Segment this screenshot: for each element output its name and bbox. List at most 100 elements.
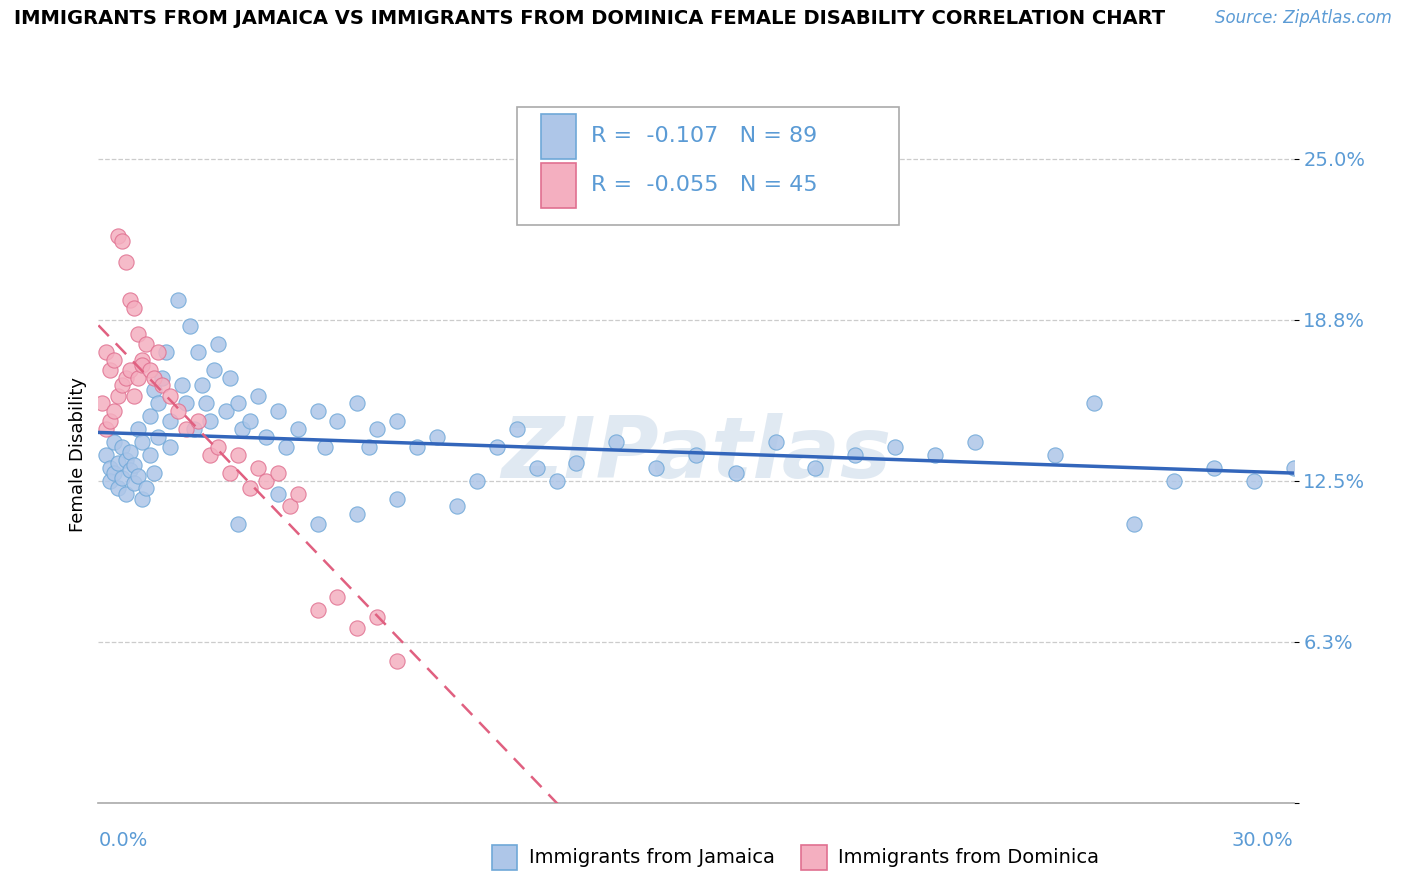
Point xyxy=(143,466,166,480)
Text: Immigrants from Dominica: Immigrants from Dominica xyxy=(838,847,1099,867)
Point xyxy=(131,358,153,372)
Point xyxy=(546,474,568,488)
Point xyxy=(226,396,249,410)
FancyBboxPatch shape xyxy=(540,113,576,159)
Point xyxy=(150,370,173,384)
Point xyxy=(239,414,262,428)
Point xyxy=(884,440,907,454)
Point xyxy=(231,422,253,436)
Point xyxy=(274,440,297,454)
Point xyxy=(107,389,129,403)
Point xyxy=(685,448,707,462)
Point xyxy=(103,466,125,480)
Point xyxy=(267,466,290,480)
Point xyxy=(96,344,118,359)
Point xyxy=(131,435,153,450)
Point xyxy=(246,460,269,475)
Point xyxy=(103,435,125,450)
Text: Source: ZipAtlas.com: Source: ZipAtlas.com xyxy=(1215,9,1392,27)
Point xyxy=(366,422,388,436)
Point xyxy=(191,378,214,392)
Point xyxy=(724,466,747,480)
Point xyxy=(307,602,329,616)
Point xyxy=(148,396,170,410)
Point xyxy=(359,440,381,454)
Text: ZIPatlas: ZIPatlas xyxy=(501,413,891,497)
Point xyxy=(326,590,349,604)
Point xyxy=(98,460,122,475)
Point xyxy=(139,409,162,424)
Text: 0.0%: 0.0% xyxy=(98,830,148,850)
Point xyxy=(346,396,368,410)
Point xyxy=(346,621,368,635)
Point xyxy=(605,435,627,450)
Point xyxy=(98,363,122,377)
Point xyxy=(187,344,209,359)
FancyBboxPatch shape xyxy=(517,107,900,226)
Text: R =  -0.107   N = 89: R = -0.107 N = 89 xyxy=(591,127,817,146)
Point xyxy=(226,448,249,462)
Point xyxy=(91,396,114,410)
Point xyxy=(120,463,142,477)
Point xyxy=(254,474,277,488)
Point xyxy=(155,344,177,359)
Point xyxy=(366,610,388,624)
Point xyxy=(804,460,827,475)
Point xyxy=(98,414,122,428)
Point xyxy=(167,293,190,308)
Point xyxy=(446,500,468,514)
Point xyxy=(172,378,194,392)
Point xyxy=(139,448,162,462)
Point xyxy=(1123,517,1146,532)
Point xyxy=(346,507,368,521)
Point xyxy=(198,414,221,428)
Point xyxy=(287,422,309,436)
Point xyxy=(1282,460,1305,475)
Point xyxy=(111,234,134,248)
Point xyxy=(207,337,229,351)
Point xyxy=(135,482,157,496)
Point xyxy=(115,486,138,500)
Point xyxy=(187,414,209,428)
Point xyxy=(239,482,262,496)
Point xyxy=(174,396,197,410)
Point xyxy=(96,422,118,436)
Point xyxy=(120,445,142,459)
Point xyxy=(1163,474,1185,488)
Point xyxy=(844,448,866,462)
Point xyxy=(267,486,290,500)
Point xyxy=(159,389,181,403)
Point xyxy=(307,404,329,418)
Point xyxy=(98,474,122,488)
Point xyxy=(267,404,290,418)
Point xyxy=(179,319,201,334)
Text: R =  -0.055   N = 45: R = -0.055 N = 45 xyxy=(591,176,817,195)
Point xyxy=(198,448,221,462)
Point xyxy=(385,414,409,428)
Point xyxy=(159,414,181,428)
Point xyxy=(111,378,134,392)
Point xyxy=(120,293,142,308)
Point xyxy=(406,440,429,454)
Point xyxy=(143,370,166,384)
Point xyxy=(107,228,129,243)
Point xyxy=(254,430,277,444)
Point xyxy=(215,404,238,418)
Point xyxy=(924,448,946,462)
Point xyxy=(307,517,329,532)
Point xyxy=(103,352,125,367)
Point xyxy=(124,476,146,491)
Point xyxy=(645,460,668,475)
Point xyxy=(1043,448,1066,462)
Point xyxy=(167,404,190,418)
Point xyxy=(148,430,170,444)
Point xyxy=(148,344,170,359)
Point xyxy=(120,363,142,377)
Text: Immigrants from Jamaica: Immigrants from Jamaica xyxy=(529,847,775,867)
Point xyxy=(127,326,149,341)
Point xyxy=(315,440,337,454)
Point xyxy=(115,370,138,384)
Point xyxy=(385,491,409,506)
Point xyxy=(1083,396,1105,410)
Point xyxy=(135,337,157,351)
